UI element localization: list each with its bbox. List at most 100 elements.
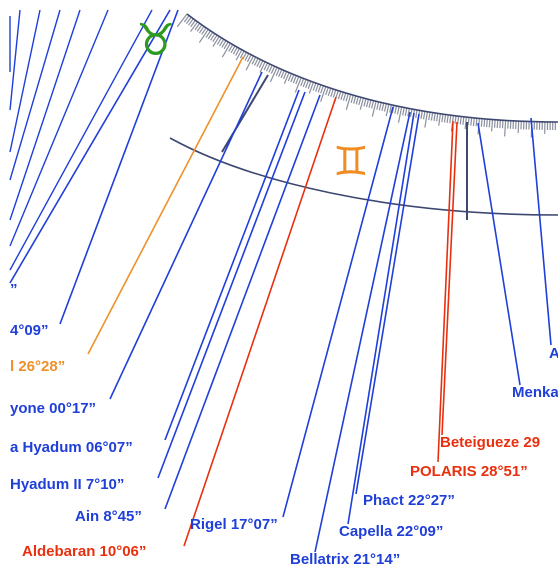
degree-tick xyxy=(300,78,305,87)
degree-tick xyxy=(251,56,257,65)
degree-tick xyxy=(376,101,380,110)
degree-tick xyxy=(263,62,269,71)
star-label: yone 00°17” xyxy=(10,400,96,417)
degree-tick xyxy=(270,65,276,74)
degree-tick xyxy=(183,15,190,23)
degree-tick xyxy=(320,86,327,102)
degree-tick xyxy=(443,114,447,123)
star-label: ” xyxy=(10,281,18,298)
star-line xyxy=(282,106,394,518)
star-line xyxy=(314,111,411,553)
degree-tick xyxy=(235,48,241,56)
degree-tick xyxy=(258,60,264,69)
degree-tick xyxy=(415,109,418,118)
degree-tick xyxy=(342,92,347,101)
star-line xyxy=(59,9,179,325)
star-line xyxy=(164,89,300,441)
degree-tick xyxy=(221,40,227,48)
degree-tick xyxy=(345,93,349,102)
degree-tick xyxy=(176,13,188,28)
degree-tick xyxy=(438,113,442,126)
degree-tick xyxy=(219,38,225,47)
degree-tick xyxy=(433,112,436,122)
degree-tick xyxy=(359,97,364,110)
degree-tick xyxy=(295,76,300,85)
star-label: l 26°28” xyxy=(10,358,65,375)
star-line xyxy=(477,122,521,386)
degree-tick xyxy=(389,104,393,113)
degree-tick xyxy=(470,117,473,126)
degree-tick xyxy=(394,105,398,114)
degree-tick xyxy=(475,118,478,127)
degree-tick xyxy=(287,73,293,82)
degree-tick xyxy=(294,77,302,93)
degree-tick xyxy=(472,117,475,126)
degree-tick xyxy=(269,67,278,83)
degree-tick xyxy=(365,99,370,108)
star-line xyxy=(109,71,263,400)
degree-tick xyxy=(420,110,423,119)
degree-tick xyxy=(210,33,216,41)
degree-tick xyxy=(278,69,283,78)
degree-tick xyxy=(464,117,468,130)
star-line xyxy=(9,9,109,247)
degree-tick xyxy=(207,31,214,40)
star-label: Ain 8°45” xyxy=(75,508,142,525)
degree-tick xyxy=(396,106,400,115)
degree-tick xyxy=(383,103,387,112)
zodiac-outer-ring xyxy=(186,13,558,123)
degree-tick xyxy=(459,116,462,125)
degree-tick xyxy=(198,28,209,43)
degree-tick xyxy=(480,118,483,127)
degree-tick xyxy=(378,102,382,111)
degree-tick xyxy=(345,94,352,110)
star-line xyxy=(441,121,458,436)
degree-tick xyxy=(259,61,266,73)
degree-tick xyxy=(242,51,248,60)
degree-tick xyxy=(499,120,501,129)
star-label: Capella 22°09” xyxy=(339,523,443,540)
degree-tick xyxy=(436,113,439,122)
star-label: Beteigueze 29 xyxy=(440,434,540,451)
degree-tick xyxy=(462,116,465,125)
degree-tick xyxy=(355,96,359,105)
degree-tick xyxy=(190,19,196,28)
degree-tick xyxy=(320,85,324,94)
degree-tick xyxy=(221,42,232,58)
star-label: a Hyadum 06°07” xyxy=(10,439,133,456)
degree-tick xyxy=(232,46,238,55)
star-label: 4°09” xyxy=(10,322,49,339)
degree-tick xyxy=(307,81,312,89)
degree-tick xyxy=(245,55,254,71)
degree-tick xyxy=(201,27,207,35)
degree-tick xyxy=(198,25,205,34)
degree-tick xyxy=(397,106,403,123)
degree-tick xyxy=(312,82,317,91)
star-line xyxy=(87,56,244,355)
degree-tick xyxy=(327,88,332,97)
degree-tick xyxy=(280,70,285,79)
degree-tick xyxy=(358,97,362,106)
degree-tick xyxy=(315,83,319,92)
degree-tick xyxy=(212,36,220,47)
degree-tick xyxy=(302,79,307,88)
degree-tick xyxy=(491,119,494,132)
degree-tick xyxy=(381,102,385,112)
degree-tick xyxy=(308,81,314,94)
degree-tick xyxy=(223,41,229,50)
star-line xyxy=(9,9,41,153)
star-line xyxy=(157,91,306,479)
degree-tick xyxy=(230,45,236,54)
star-line xyxy=(355,113,420,495)
star-line xyxy=(9,9,171,284)
degree-tick xyxy=(449,115,452,124)
degree-tick xyxy=(265,63,271,72)
star-labels: ” 4°09” l 26°28” yone 00°17” a Hyadum 06°07”… xyxy=(10,281,558,568)
degree-tick xyxy=(305,80,310,89)
degree-tick xyxy=(428,112,431,121)
degree-tick xyxy=(504,120,507,137)
star-label: Rigel 17°07” xyxy=(190,516,278,533)
degree-tick xyxy=(282,71,288,80)
star-label: A xyxy=(549,345,558,362)
